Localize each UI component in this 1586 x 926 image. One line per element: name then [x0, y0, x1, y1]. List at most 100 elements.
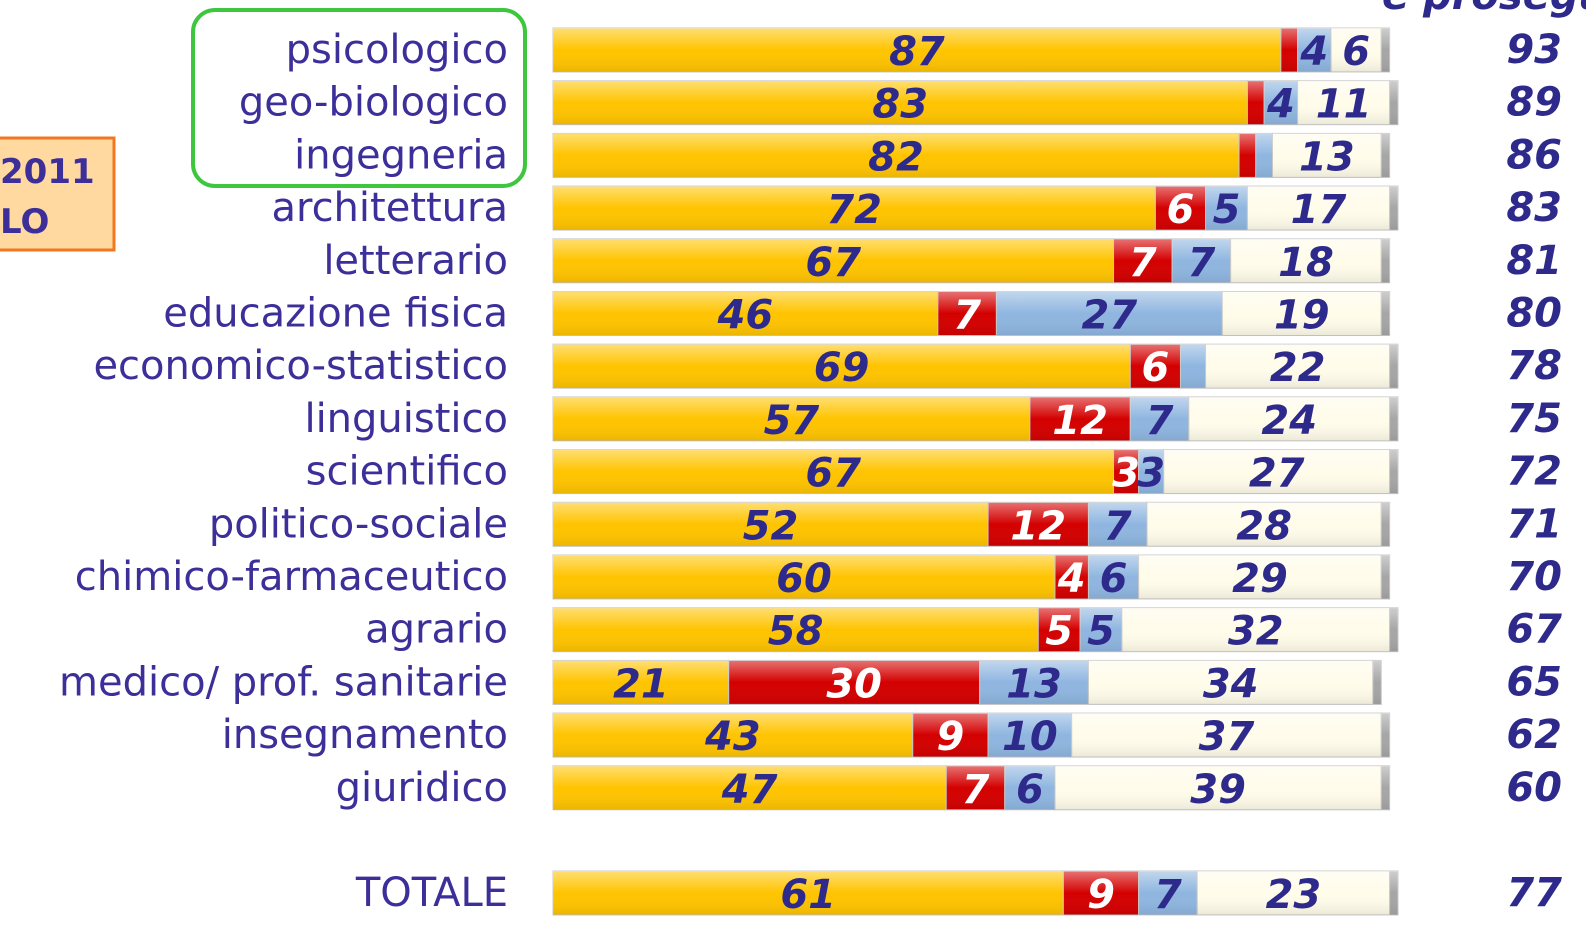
value-label: 37 [1199, 714, 1255, 760]
value-label: 13 [1299, 134, 1355, 180]
value-label: 11 [1316, 82, 1372, 128]
value-label: 7 [1104, 503, 1132, 549]
value-label: 58 [768, 609, 824, 655]
value-label: 3 [1112, 451, 1140, 497]
bar-segment [1389, 396, 1399, 442]
value-label: 13 [1006, 661, 1062, 707]
category-label: insegnamento [222, 712, 508, 758]
side-box-text: LO [0, 202, 49, 242]
category-label: medico/ prof. sanitarie [59, 659, 508, 705]
value-label: 6 [1167, 187, 1195, 233]
value-label: 61 [780, 872, 836, 918]
category-label: economico-statistico [93, 343, 508, 389]
value-label: 27 [1249, 451, 1305, 497]
value-label: 22 [1270, 345, 1326, 391]
value-label: 4 [1057, 556, 1086, 602]
side-box-text: 2011 [0, 152, 95, 192]
value-label: 7 [1146, 398, 1174, 444]
value-label: 7 [953, 293, 981, 339]
total-label: 72 [1506, 449, 1562, 495]
value-label: 32 [1228, 609, 1284, 655]
category-label: politico-sociale [209, 501, 508, 547]
value-label: 4 [1266, 82, 1295, 128]
value-label: 17 [1291, 187, 1347, 233]
value-label: 30 [826, 661, 882, 707]
bar-segment [1238, 132, 1257, 178]
value-label: 67 [805, 240, 861, 286]
bar-segment [1389, 80, 1399, 126]
category-label: scientifico [306, 449, 508, 495]
bar-segment [1380, 238, 1391, 284]
category-label: architettura [271, 185, 508, 231]
total-label: 70 [1506, 554, 1562, 600]
value-label: 82 [868, 134, 924, 180]
bar-segment [1389, 607, 1399, 653]
bar-segment [1246, 80, 1265, 126]
bar-segment [1380, 27, 1391, 73]
value-label: 6 [1016, 767, 1044, 813]
value-label: 6 [1100, 556, 1128, 602]
header: e prosegu [1382, 0, 1586, 19]
total-label: 77 [1506, 870, 1562, 916]
value-label: 7 [1154, 872, 1182, 918]
value-label: 21 [613, 661, 669, 707]
value-label: 60 [776, 556, 832, 602]
bar-segment [1389, 343, 1399, 389]
value-label: 12 [1052, 398, 1108, 444]
bar-segment [1380, 291, 1391, 336]
value-label: 69 [814, 345, 870, 391]
value-label: 67 [805, 451, 861, 497]
bar-segment [1179, 343, 1207, 389]
value-label: 24 [1261, 398, 1317, 444]
total-label: 81 [1506, 238, 1562, 284]
total-label: 67 [1506, 607, 1562, 653]
category-label: agrario [365, 607, 508, 653]
value-label: 9 [1087, 872, 1115, 918]
bar-segment [1380, 712, 1391, 758]
value-label: 27 [1082, 293, 1138, 339]
total-label: 62 [1506, 712, 1562, 758]
bar-segment [1380, 132, 1391, 178]
bar-segment [1389, 185, 1399, 231]
value-label: 5 [1213, 187, 1241, 233]
category-label: chimico-farmaceutico [75, 554, 508, 600]
value-label: 3 [1137, 451, 1165, 497]
value-label: 5 [1045, 609, 1073, 655]
value-label: 34 [1203, 661, 1259, 707]
bar-segment [1389, 449, 1399, 495]
total-label: 93 [1506, 27, 1562, 73]
bar-segment [1255, 132, 1274, 178]
value-label: 7 [962, 767, 990, 813]
value-label: 9 [936, 714, 964, 760]
value-label: 18 [1278, 240, 1334, 286]
category-label: educazione fisica [163, 291, 508, 337]
bar-segment [1372, 659, 1382, 705]
category-label: letterario [323, 238, 508, 284]
value-label: 47 [721, 767, 778, 813]
bar-segment [1380, 501, 1391, 547]
value-label: 10 [1002, 714, 1058, 760]
value-label: 23 [1266, 872, 1322, 918]
side-box [0, 136, 116, 252]
total-label: 75 [1506, 396, 1562, 442]
value-label: 39 [1190, 767, 1246, 813]
value-label: 12 [1010, 503, 1066, 549]
category-label: giuridico [336, 765, 508, 811]
category-label: psicologico [286, 27, 508, 73]
value-label: 29 [1232, 556, 1288, 602]
value-label: 87 [889, 29, 945, 75]
value-label: 5 [1087, 609, 1115, 655]
bar-segment [1280, 27, 1299, 73]
value-label: 57 [764, 398, 820, 444]
total-label: 83 [1506, 185, 1562, 231]
value-label: 46 [717, 293, 774, 339]
value-label: 19 [1274, 293, 1330, 339]
value-label: 28 [1236, 503, 1292, 549]
value-label: 52 [743, 503, 799, 549]
value-label: 7 [1187, 240, 1215, 286]
value-label: 6 [1342, 29, 1370, 75]
total-label: 65 [1506, 659, 1562, 705]
value-label: 43 [704, 714, 761, 760]
total-label: 86 [1506, 132, 1562, 178]
